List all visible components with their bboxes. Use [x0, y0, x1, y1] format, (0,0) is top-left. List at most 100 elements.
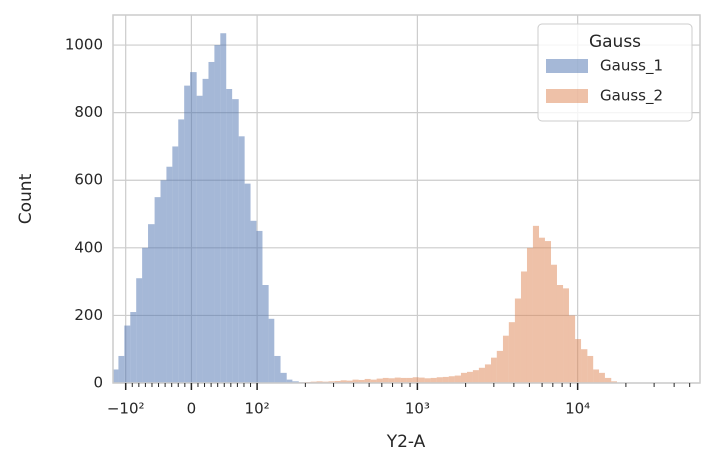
bar — [526, 247, 533, 383]
bar — [388, 378, 395, 383]
bar — [118, 355, 125, 383]
y-tick-label: 600 — [74, 171, 103, 189]
y-tick-label: 400 — [74, 238, 103, 256]
bar — [334, 380, 341, 383]
bar — [280, 372, 287, 383]
bar — [467, 371, 473, 383]
bar — [502, 335, 509, 383]
bar — [154, 197, 161, 383]
x-tick-label: 10² — [245, 400, 270, 418]
y-axis-label: Count — [16, 173, 36, 224]
bar — [568, 315, 576, 383]
bar — [160, 180, 167, 383]
bar — [406, 377, 413, 383]
bar — [196, 95, 203, 383]
bar — [190, 72, 197, 383]
bar — [491, 357, 497, 383]
bar — [274, 355, 281, 383]
bar — [130, 312, 137, 383]
bar — [611, 381, 617, 383]
bar — [358, 379, 365, 383]
bar — [250, 220, 257, 383]
bar — [256, 230, 263, 383]
bar — [166, 166, 173, 383]
bar — [376, 378, 383, 383]
bar — [316, 381, 323, 383]
bar — [394, 377, 401, 383]
bar — [292, 381, 299, 383]
bar — [520, 271, 527, 383]
bar — [418, 377, 425, 383]
bar — [551, 264, 557, 383]
legend-title: Gauss — [589, 32, 641, 52]
bar — [184, 85, 191, 384]
bar — [400, 377, 407, 383]
x-tick-label: −10² — [107, 400, 145, 418]
bar — [142, 247, 149, 383]
legend-swatch — [546, 89, 588, 103]
bar — [532, 225, 540, 383]
bar — [454, 375, 461, 383]
bar — [604, 377, 612, 383]
bar — [460, 372, 468, 383]
bar — [202, 78, 209, 383]
x-tick-label: 10³ — [405, 400, 430, 418]
bar — [484, 364, 492, 383]
bar — [268, 318, 275, 383]
bar — [514, 298, 521, 383]
bar — [328, 381, 335, 383]
legend-label: Gauss_1 — [600, 57, 663, 76]
bar — [587, 355, 594, 383]
bar — [148, 224, 155, 383]
bar — [136, 278, 143, 383]
bar — [124, 325, 131, 383]
bar — [364, 378, 371, 383]
y-tick-label: 1000 — [65, 36, 103, 54]
bar — [448, 376, 455, 383]
bar — [346, 380, 353, 383]
x-tick-label: 0 — [187, 400, 197, 418]
bar — [496, 350, 503, 383]
bar — [214, 45, 221, 384]
bar — [172, 146, 179, 383]
bar — [593, 369, 600, 383]
bar — [563, 288, 569, 383]
bar — [226, 89, 233, 384]
bar — [539, 237, 545, 383]
bar — [508, 322, 515, 383]
bar — [232, 99, 239, 383]
y-tick-label: 0 — [93, 374, 103, 392]
legend-label: Gauss_2 — [600, 87, 663, 106]
bar — [442, 376, 449, 383]
bar — [208, 61, 215, 384]
bar — [478, 367, 485, 383]
bar — [220, 33, 227, 384]
bar — [238, 136, 245, 383]
bar — [178, 119, 185, 383]
bar — [556, 285, 564, 383]
y-tick-label: 800 — [74, 103, 103, 121]
bar — [244, 183, 251, 383]
bar — [370, 379, 377, 383]
bar — [286, 379, 293, 383]
bar — [436, 377, 443, 383]
bar — [575, 339, 582, 383]
bar — [599, 372, 605, 383]
bar — [340, 380, 347, 383]
bar — [544, 241, 552, 383]
x-axis-label: Y2-A — [386, 432, 426, 452]
bar — [424, 378, 431, 383]
bar — [430, 377, 437, 383]
bar — [262, 285, 269, 383]
bar — [581, 349, 588, 383]
bar — [352, 379, 359, 383]
y-tick-label: 200 — [74, 306, 103, 324]
legend-swatch — [546, 59, 588, 73]
bar — [382, 377, 389, 383]
bar — [113, 369, 119, 383]
bar — [472, 370, 479, 383]
bar — [412, 377, 419, 383]
plot-frame — [112, 14, 701, 384]
